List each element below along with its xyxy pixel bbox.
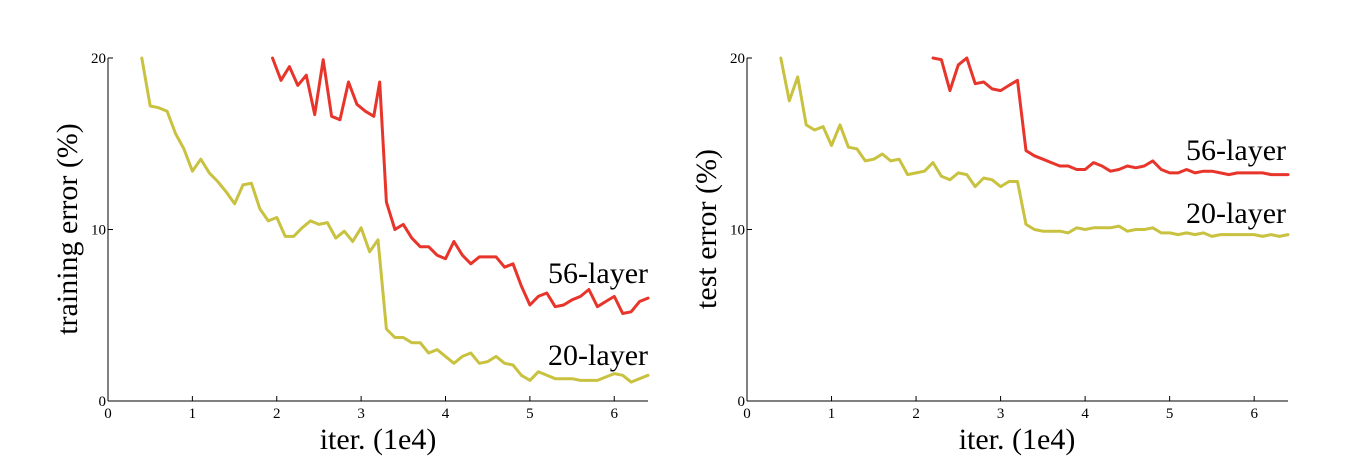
x-tick-label: 0 [104,406,112,422]
x-tick-label: 3 [997,406,1005,422]
x-tick-label: 4 [442,406,450,422]
x-tick-label: 5 [1166,406,1174,422]
series-line-56-layer [271,56,650,315]
axis-ticks: 0 1 2 3 4 5 6 0 10 20 [730,51,1258,422]
y-tick-label: 20 [730,51,745,67]
series-label-20-layer: 20-layer [1186,197,1286,230]
x-tick-label: 5 [526,406,534,422]
x-axis-label: iter. (1e4) [320,423,437,456]
series-lines [779,56,1290,238]
x-tick-label: 4 [1081,406,1089,422]
series-line-56-layer [931,56,1290,177]
x-tick-label: 3 [357,406,365,422]
x-axis-label: iter. (1e4) [959,423,1076,456]
x-tick-label: 6 [1250,406,1258,422]
y-tick-label: 0 [738,394,746,410]
training-error-plot: 0 1 2 3 4 5 6 0 10 20 iter. (1e4) training error … [51,51,650,456]
x-tick-label: 6 [611,406,619,422]
y-tick-label: 20 [91,51,106,67]
x-tick-label: 1 [828,406,836,422]
series-label-20-layer: 20-layer [548,339,648,372]
series-label-56-layer: 56-layer [1186,134,1286,167]
y-axis-label: test error (%) [690,149,723,309]
series-line-20-layer [140,56,650,384]
series-lines [140,56,650,384]
y-tick-label: 10 [730,223,745,239]
x-tick-label: 0 [743,406,751,422]
y-tick-label: 0 [99,394,107,410]
y-tick-label: 10 [91,223,106,239]
x-tick-label: 1 [189,406,197,422]
axis-ticks: 0 1 2 3 4 5 6 0 10 20 [91,51,619,422]
x-tick-label: 2 [912,406,920,422]
series-label-56-layer: 56-layer [548,257,648,290]
x-tick-label: 2 [273,406,281,422]
y-axis-label: training error (%) [51,123,84,335]
series-line-20-layer [779,56,1290,238]
